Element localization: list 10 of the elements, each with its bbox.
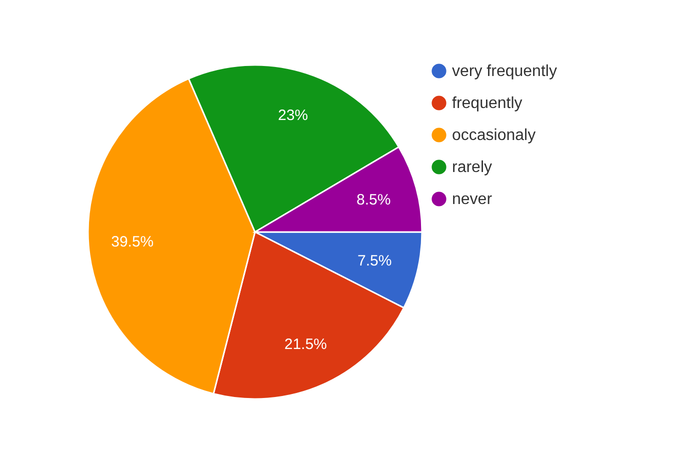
legend-label: rarely <box>452 159 492 176</box>
data-label: 39.5% <box>111 234 154 251</box>
data-label: 21.5% <box>284 336 327 354</box>
legend-label: very frequently <box>452 63 557 80</box>
legend-label: never <box>452 191 493 208</box>
legend-label: frequently <box>452 95 522 112</box>
legend-label: occasionaly <box>452 127 536 144</box>
data-label: 23% <box>278 107 308 124</box>
data-label: 7.5% <box>358 252 392 270</box>
data-label: 8.5% <box>356 192 391 209</box>
